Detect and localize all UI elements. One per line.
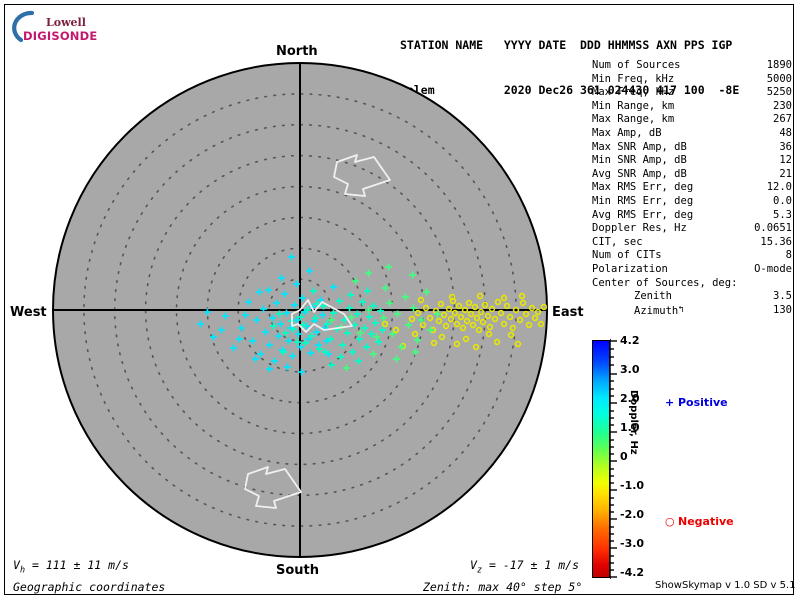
- stat-value: 5.3: [773, 208, 792, 221]
- colorbar-tick-2: 2.0: [620, 392, 640, 405]
- stat-value: 230: [773, 99, 792, 112]
- stat-label: Max Range, km: [592, 113, 675, 126]
- stat-row-avg-rms-err: Avg RMS Err, deg 5.3: [592, 209, 792, 223]
- stat-row-center-zenith: Zenith 3.5: [592, 290, 792, 304]
- colorbar-tick-0: 4.2: [620, 334, 640, 347]
- colorbar-tick-4: 0: [620, 450, 628, 463]
- stat-row-num-sources: Num of Sources 1890: [592, 59, 792, 73]
- stat-row-max-range: Max Range, km 267: [592, 113, 792, 127]
- stat-label: Max SNR Amp, dB: [592, 140, 687, 153]
- stat-label: Num of CITs: [592, 249, 662, 262]
- colorbar-tick-1: 3.0: [620, 363, 640, 376]
- stat-row-max-snr: Max SNR Amp, dB 36: [592, 141, 792, 155]
- circle-marker-icon: ○: [665, 515, 675, 528]
- svg-text:Lowell: Lowell: [46, 16, 86, 29]
- cardinal-label-north: North: [276, 44, 318, 59]
- coordinate-system-text: Geographic coordinates: [13, 580, 166, 594]
- stat-label: Zenith: [634, 290, 672, 303]
- colorbar-tick-6: -2.0: [620, 508, 645, 521]
- stat-label: Avg SNR Amp, dB: [592, 167, 687, 180]
- drift-arrow-lower: [244, 466, 302, 509]
- stat-label: CIT, sec: [592, 235, 643, 248]
- stat-label: Avg RMS Err, deg: [592, 208, 694, 221]
- stat-label: Num of Sources: [592, 59, 681, 71]
- stat-value: 12: [779, 154, 792, 167]
- stat-label: Min Freq, kHz: [592, 72, 675, 85]
- stat-value: 0.0: [773, 194, 792, 207]
- stat-row-max-freq: Max Freq, kHz 5250: [592, 86, 792, 100]
- legend-positive: + Positive: [665, 396, 728, 409]
- zenith-scale-text: Zenith: max 40° step 5°: [423, 580, 583, 594]
- cardinal-label-south: South: [276, 563, 320, 578]
- lowell-digisonde-logo: Lowell DIGISONDE: [10, 9, 100, 45]
- stat-row-num-cits: Num of CITs 8: [592, 249, 792, 263]
- horizontal-velocity-text: Vh = 111 ± 11 m/s: [13, 558, 129, 576]
- stat-value: 21: [779, 167, 792, 180]
- colorbar-tick-5: -1.0: [620, 479, 645, 492]
- stat-row-doppler-res: Doppler Res, Hz 0.0651: [592, 222, 792, 236]
- stat-label: Max Freq, kHz: [592, 86, 675, 99]
- stat-row-min-snr: Min SNR Amp, dB 12: [592, 154, 792, 168]
- stat-value: 5250: [766, 86, 792, 99]
- stat-row-avg-snr: Avg SNR Amp, dB 21: [592, 168, 792, 182]
- stat-value: 1890: [766, 59, 792, 71]
- legend-negative-label: Negative: [678, 515, 734, 528]
- cardinal-label-east: East: [552, 305, 584, 320]
- stat-value: O-mode: [754, 262, 792, 275]
- version-footer: ShowSkymap v 1.0 SD v 5.1: [655, 580, 796, 591]
- colorbar-tick-3: 1.0: [620, 421, 640, 434]
- stat-row-polarization: Polarization O-mode: [592, 263, 792, 277]
- stat-row-max-rms-err: Max RMS Err, deg 12.0: [592, 181, 792, 195]
- legend-negative: ○ Negative: [665, 515, 734, 528]
- stat-value: 130: [773, 303, 792, 316]
- doppler-colorbar: [592, 340, 610, 578]
- azimuth-arrow-icon: ↰: [678, 304, 684, 315]
- stat-row-min-rms-err: Min RMS Err, deg 0.0: [592, 195, 792, 209]
- stat-value: 48: [779, 126, 792, 139]
- plus-marker-icon: +: [665, 396, 675, 409]
- stat-row-max-amp: Max Amp, dB 48: [592, 127, 792, 141]
- drift-arrow-upper: [333, 154, 391, 197]
- stat-value: 36: [779, 140, 792, 153]
- stat-value: 12.0: [766, 181, 792, 194]
- center-of-sources-header: Center of Sources, deg:: [592, 276, 738, 289]
- stat-value: 0.0651: [754, 222, 792, 235]
- stat-value: 8: [785, 249, 792, 262]
- colorbar-title: Doppler, Hz: [628, 390, 639, 455]
- colorbar-ticks: [610, 339, 617, 579]
- stat-label: Min SNR Amp, dB: [592, 154, 687, 167]
- vertical-velocity-text: Vz = -17 ± 1 m/s: [470, 558, 579, 576]
- stat-label: Max RMS Err, deg: [592, 181, 694, 194]
- colorbar-tick-7: -3.0: [620, 537, 645, 550]
- stat-label: Doppler Res, Hz: [592, 222, 687, 235]
- stat-row-min-range: Min Range, km 230: [592, 100, 792, 114]
- colorbar-gradient: [592, 340, 610, 578]
- stat-value: 3.5: [773, 290, 792, 303]
- stat-row-cit: CIT, sec 15.36: [592, 236, 792, 250]
- source-outline-polygon: [291, 299, 353, 333]
- header-labels-row: STATION NAME YYYY DATE DDD HHMMSS AXN PP…: [400, 38, 733, 52]
- svg-text:DIGISONDE: DIGISONDE: [23, 29, 97, 43]
- skymap-polar-plot[interactable]: [52, 62, 548, 558]
- stat-row-center-azimuth: Azimuth↰ 130: [592, 304, 792, 319]
- cardinal-label-west: West: [10, 305, 47, 320]
- stat-label: Max Amp, dB: [592, 126, 662, 139]
- stat-value: 15.36: [760, 235, 792, 248]
- legend-positive-label: Positive: [678, 396, 728, 409]
- stat-label: Azimuth↰: [634, 304, 684, 317]
- colorbar-tick-8: -4.2: [620, 566, 645, 579]
- stat-label: Polarization: [592, 262, 668, 275]
- stat-value: 267: [773, 113, 792, 126]
- window-border: [4, 4, 794, 595]
- scatter-positive-doppler: [197, 253, 441, 376]
- stat-value: 5000: [766, 72, 792, 85]
- stat-label: Min RMS Err, deg: [592, 194, 694, 207]
- statistics-panel: Num of Sources 1890 Min Freq, kHz 5000 M…: [592, 59, 792, 318]
- stat-label: Min Range, km: [592, 99, 675, 112]
- stat-row-min-freq: Min Freq, kHz 5000: [592, 73, 792, 87]
